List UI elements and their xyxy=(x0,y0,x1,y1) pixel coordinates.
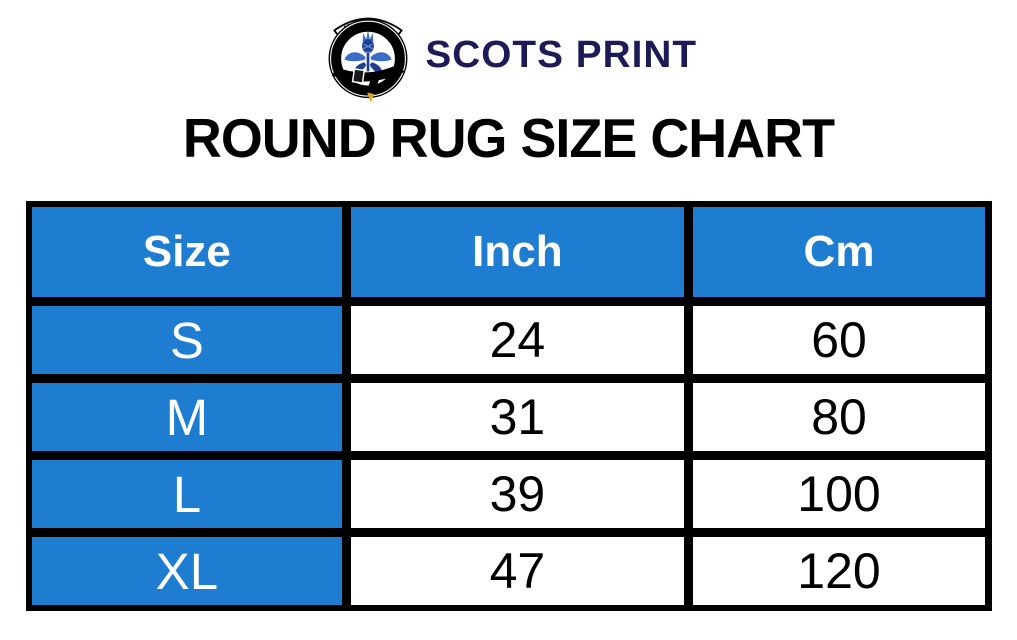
table-cell-cm: 120 xyxy=(692,537,986,605)
table-cell-inch: 47 xyxy=(351,537,684,605)
table-cell-size: L xyxy=(31,460,343,528)
table-cell-size: S xyxy=(31,306,343,374)
column-header-size: Size xyxy=(31,207,343,297)
size-chart-table: Size Inch Cm S 24 60 M 31 80 L 39 100 XL… xyxy=(25,201,992,611)
table-cell-inch: 31 xyxy=(351,383,684,451)
table-cell-cm: 60 xyxy=(692,306,986,374)
brand-logo: Make It Yours xyxy=(0,0,1017,104)
brand-name: SCOTS PRINT xyxy=(425,33,698,76)
table-cell-inch: 24 xyxy=(351,306,684,374)
thistle-icon xyxy=(344,30,392,76)
column-header-cm: Cm xyxy=(692,207,986,297)
table-cell-cm: 80 xyxy=(692,383,986,451)
table-cell-size: M xyxy=(31,383,343,451)
page-title: ROUND RUG SIZE CHART xyxy=(182,107,835,169)
clan-crest-badge-icon: Make It Yours xyxy=(328,17,408,103)
column-header-inch: Inch xyxy=(351,207,684,297)
table-cell-size: XL xyxy=(31,537,343,605)
table-cell-cm: 100 xyxy=(692,460,986,528)
table-cell-inch: 39 xyxy=(351,460,684,528)
belt-buckle-icon xyxy=(331,63,405,103)
